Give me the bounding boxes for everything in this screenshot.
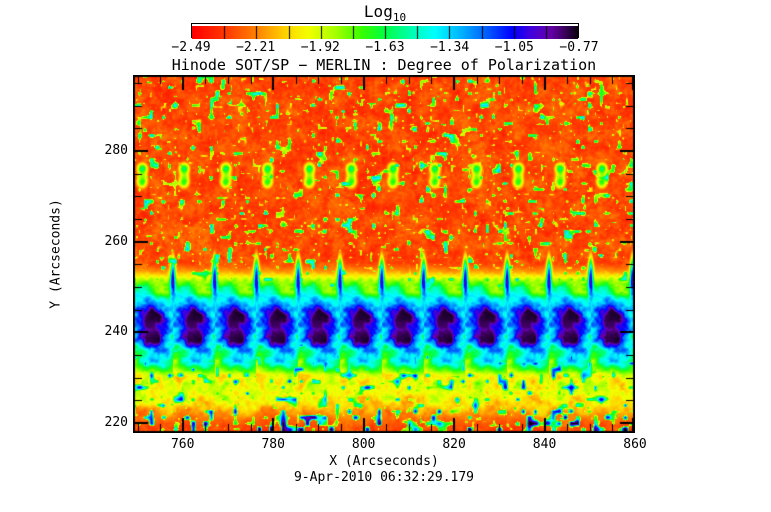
colorbar-title-main: Log xyxy=(363,2,393,21)
y-tick-label: 220 xyxy=(104,415,128,431)
x-tick-label: 820 xyxy=(442,437,466,452)
plot-title: Hinode SOT/SP − MERLIN : Degree of Polar… xyxy=(171,56,597,74)
y-tick-label: 280 xyxy=(104,143,128,159)
colorbar-tick-label: −0.77 xyxy=(559,40,599,55)
colorbar-title: Log10 xyxy=(191,2,579,24)
x-tick-label: 840 xyxy=(532,437,557,452)
colorbar-tick-label: −1.05 xyxy=(494,40,534,55)
x-tick-label: 780 xyxy=(261,437,285,452)
colorbar-title-subscript: 10 xyxy=(392,11,407,25)
x-tick-label: 860 xyxy=(623,437,647,452)
x-tick-label: 760 xyxy=(170,437,195,452)
colorbar-tick-label: −1.34 xyxy=(430,40,470,55)
y-tick-label: 240 xyxy=(104,324,128,340)
x-axis-label: X (Arcseconds) xyxy=(329,454,439,469)
timestamp: 9-Apr-2010 06:32:29.179 xyxy=(293,470,474,485)
colorbar-tick-label: −1.92 xyxy=(300,40,340,55)
heatmap-canvas xyxy=(133,75,635,433)
y-tick-label: 260 xyxy=(104,233,128,249)
x-axis-tick-labels: 760 780 800 820 840 860 xyxy=(133,437,693,453)
x-tick-label: 800 xyxy=(351,437,376,452)
y-axis-tick-labels: 220 240 260 280 xyxy=(88,0,128,512)
colorbar-tick-label: −1.63 xyxy=(365,40,405,55)
colorbar-tick-label: −2.21 xyxy=(236,40,276,55)
colorbar-tick-label: −2.49 xyxy=(171,40,211,55)
y-axis-label: Y (Arcseconds) xyxy=(48,199,64,309)
colorbar-tick-labels: −2.49 −2.21 −1.92 −1.63 −1.34 −1.05 −0.77 xyxy=(0,40,771,56)
colorbar xyxy=(191,23,579,39)
colorbar-gradient xyxy=(192,26,578,39)
